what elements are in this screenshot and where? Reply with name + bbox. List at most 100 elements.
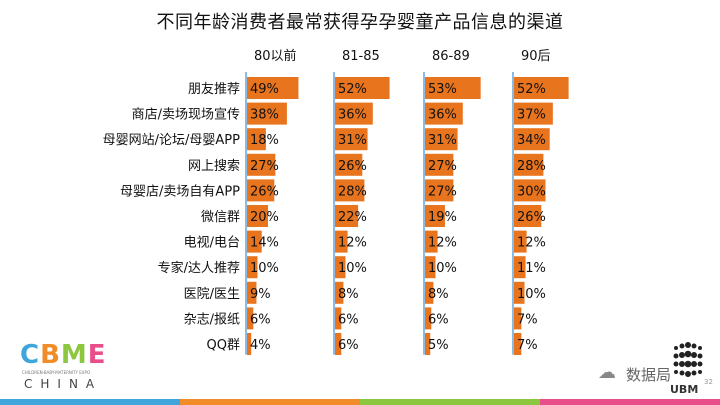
cbme-letter: M bbox=[60, 340, 88, 370]
data-label: 26% bbox=[250, 184, 279, 199]
footer-color-bar bbox=[0, 399, 720, 405]
data-label: 10% bbox=[338, 261, 367, 276]
series-header: 90后 bbox=[521, 49, 551, 64]
category-label: QQ群 bbox=[207, 338, 240, 353]
bar bbox=[335, 205, 359, 227]
bar bbox=[425, 153, 454, 176]
bar bbox=[425, 205, 445, 227]
bar bbox=[425, 307, 432, 330]
bar bbox=[335, 333, 342, 355]
bar bbox=[514, 230, 527, 253]
watermark-text: 数据局 bbox=[626, 366, 672, 384]
chart-title: 不同年龄消费者最常获得孕孕婴童产品信息的渠道 bbox=[156, 12, 564, 33]
bar bbox=[247, 128, 266, 151]
bar bbox=[335, 179, 365, 202]
data-label: 27% bbox=[428, 159, 457, 174]
bar bbox=[247, 179, 275, 202]
data-label: 6% bbox=[338, 312, 359, 327]
data-label: 9% bbox=[250, 287, 271, 302]
bar bbox=[425, 333, 431, 355]
bar bbox=[335, 307, 342, 330]
category-label: 网上搜索 bbox=[188, 159, 240, 174]
cbme-letter: E bbox=[87, 340, 107, 370]
data-label: 27% bbox=[428, 184, 457, 199]
data-label: 6% bbox=[338, 338, 359, 353]
bar bbox=[514, 179, 546, 202]
series-header: 80以前 bbox=[254, 48, 297, 64]
cbme-logo-letters: CBME bbox=[20, 340, 107, 370]
bar bbox=[335, 102, 373, 125]
bar bbox=[335, 128, 368, 151]
category-label: 医院/医生 bbox=[184, 287, 240, 302]
bar bbox=[335, 256, 346, 279]
bar bbox=[425, 230, 438, 253]
data-label: 26% bbox=[517, 210, 546, 225]
bar bbox=[425, 256, 436, 279]
data-label: 12% bbox=[517, 236, 546, 251]
cbme-logo-subtitle: CHILDREN-BABY-MATERNITY EXPO bbox=[22, 370, 91, 375]
series-header: 86-89 bbox=[432, 49, 470, 64]
data-label: 52% bbox=[338, 82, 367, 97]
category-label: 杂志/报纸 bbox=[184, 312, 240, 327]
data-label: 12% bbox=[338, 236, 367, 251]
bar bbox=[247, 230, 262, 253]
bar bbox=[247, 333, 252, 355]
footer-segment bbox=[360, 399, 540, 405]
category-label: 母婴网站/论坛/母婴APP bbox=[103, 133, 240, 148]
bar bbox=[335, 77, 390, 99]
cbme-letter: B bbox=[40, 340, 61, 370]
data-label: 11% bbox=[517, 261, 546, 276]
bar bbox=[335, 281, 344, 304]
series-header: 81-85 bbox=[342, 49, 380, 64]
bar bbox=[247, 281, 257, 304]
bar bbox=[425, 102, 463, 125]
category-label: 微信群 bbox=[201, 210, 240, 225]
data-label: 10% bbox=[250, 261, 279, 276]
data-label: 36% bbox=[338, 108, 367, 123]
bar bbox=[335, 153, 363, 176]
category-label: 母婴店/卖场自有APP bbox=[120, 184, 240, 199]
data-label: 12% bbox=[428, 236, 457, 251]
data-label: 31% bbox=[338, 133, 367, 148]
bar bbox=[514, 256, 526, 279]
bar bbox=[514, 205, 542, 227]
data-label: 14% bbox=[250, 236, 279, 251]
data-label: 22% bbox=[338, 210, 367, 225]
bar bbox=[514, 77, 569, 99]
footer-segment bbox=[180, 399, 360, 405]
page-number: 32 bbox=[704, 378, 713, 386]
cbme-logo: CBME CHILDREN-BABY-MATERNITY EXPO CHINA bbox=[20, 340, 110, 400]
category-label: 商店/卖场现场宣传 bbox=[132, 107, 240, 123]
bar bbox=[425, 281, 434, 304]
bar bbox=[425, 179, 454, 202]
bar bbox=[247, 77, 299, 99]
bar bbox=[247, 307, 254, 330]
bar bbox=[335, 230, 348, 253]
data-label: 36% bbox=[428, 108, 457, 123]
cbme-letter: C bbox=[20, 340, 41, 370]
data-label: 38% bbox=[250, 108, 279, 123]
bar bbox=[425, 128, 458, 151]
data-label: 34% bbox=[517, 133, 546, 148]
data-label: 6% bbox=[250, 312, 271, 327]
footer-segment bbox=[540, 399, 720, 405]
category-label: 朋友推荐 bbox=[188, 81, 240, 97]
bar bbox=[247, 102, 287, 125]
data-label: 20% bbox=[250, 210, 279, 225]
data-label: 4% bbox=[250, 338, 271, 353]
data-label: 19% bbox=[428, 210, 457, 225]
watermark: ☁ 数据局 bbox=[590, 362, 720, 392]
bar bbox=[514, 333, 522, 355]
data-label: 7% bbox=[517, 338, 538, 353]
data-label: 10% bbox=[428, 261, 457, 276]
data-label: 18% bbox=[250, 133, 279, 148]
ubm-dots-icon bbox=[673, 342, 703, 377]
footer-segment bbox=[0, 399, 180, 405]
data-label: 28% bbox=[338, 184, 367, 199]
bar bbox=[514, 307, 522, 330]
bar bbox=[514, 153, 544, 176]
data-label: 27% bbox=[250, 159, 279, 174]
ubm-logo-text: UBM bbox=[670, 383, 699, 396]
